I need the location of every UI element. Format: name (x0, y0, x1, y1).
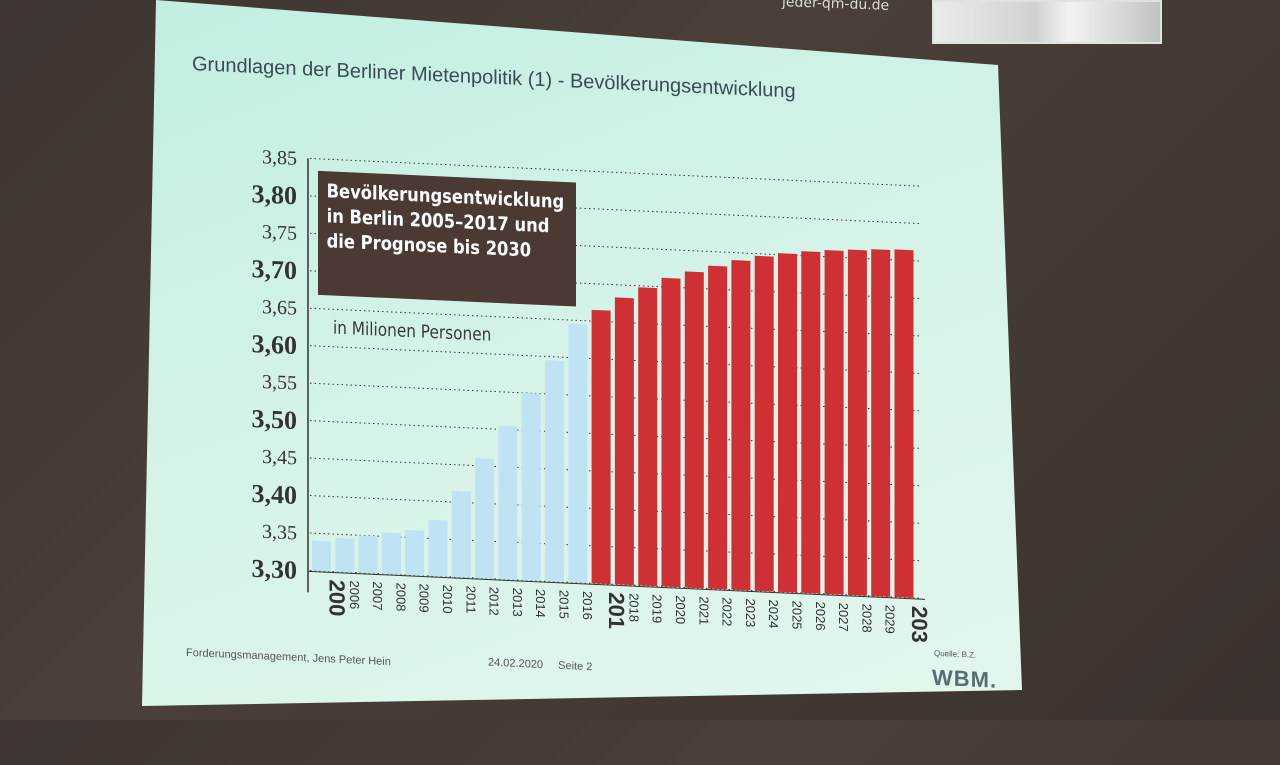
x-tick-label: 2014 (533, 589, 548, 619)
y-tick-label: 3,40 (252, 479, 297, 510)
bar-2028 (847, 249, 867, 596)
bar-2027 (824, 249, 844, 595)
x-tick-label: 2026 (813, 601, 828, 631)
footer-date: 24.02.2020 (488, 656, 544, 672)
window-photo (932, 0, 1162, 44)
x-tick-label: 201 (604, 592, 629, 630)
x-tick-label: 2008 (393, 582, 408, 612)
x-tick-label: 2022 (720, 597, 735, 627)
bar-2006 (335, 537, 355, 573)
bar-2016 (568, 323, 588, 584)
x-tick-label: 2012 (487, 586, 502, 616)
bar-2017 (591, 309, 611, 585)
y-tick-label: 3,30 (252, 554, 297, 585)
bar-2025 (778, 253, 797, 593)
x-tick-label: 2025 (790, 600, 805, 630)
bar-2015 (545, 360, 564, 582)
x-tick-label: 2024 (766, 599, 781, 629)
projected-slide: Grundlagen der Berliner Mietenpolitik (1… (142, 0, 1022, 706)
x-tick-label: 200 (325, 579, 350, 617)
bar-2011 (451, 490, 471, 578)
x-tick-label: 2007 (370, 581, 385, 611)
x-tick-label: 2010 (440, 584, 455, 614)
bar-2019 (638, 287, 658, 587)
x-tick-label: 2006 (347, 580, 362, 610)
bar-2014 (521, 392, 541, 581)
y-tick-label: 3,70 (252, 254, 297, 285)
bar-2020 (661, 277, 681, 588)
y-tick-label: 3,55 (262, 371, 297, 395)
chart-headline-box: Bevölkerungsentwicklung in Berlin 2005–2… (318, 170, 576, 307)
bar-2013 (498, 425, 518, 580)
y-tick-label: 3,65 (262, 296, 297, 320)
bar-2010 (428, 519, 448, 577)
bar-2024 (754, 255, 774, 592)
footer-page: Seite 2 (558, 659, 593, 674)
y-tick-label: 3,85 (262, 146, 297, 170)
bar-2008 (381, 532, 401, 575)
y-tick-label: 3,35 (262, 521, 297, 545)
x-tick-label: 2013 (510, 588, 525, 618)
bar-2023 (731, 259, 751, 591)
y-tick-label: 3,50 (252, 404, 297, 435)
x-tick-label: 2016 (580, 591, 595, 621)
bar-2009 (405, 529, 425, 576)
y-tick-label: 3,75 (262, 221, 297, 245)
x-tick-label: 2018 (626, 593, 641, 623)
bar-2007 (358, 535, 378, 574)
bar-2018 (614, 297, 634, 586)
y-axis-ticks: 3,30 3,35 3,40 3,45 3,50 3,55 3,60 3,65 3,70 3,75… (252, 146, 297, 585)
y-tick-label: 3,45 (262, 446, 297, 470)
x-tick-label: 2023 (743, 598, 758, 628)
x-axis-line (308, 570, 925, 600)
x-tick-label: 2015 (557, 590, 572, 620)
bar-2022 (708, 265, 728, 590)
x-tick-label: 2020 (673, 595, 688, 625)
x-tick-label: 203 (907, 606, 932, 644)
bar-2030 (894, 249, 914, 598)
y-tick-label: 3,80 (252, 179, 297, 210)
x-tick-label: 2019 (650, 594, 665, 624)
x-tick-label: 2009 (417, 583, 432, 613)
room-url-text: jeder-qm-du.de (781, 0, 890, 14)
y-tick-label: 3,60 (252, 329, 297, 360)
bar-2005 (312, 540, 331, 572)
chart-source: Quelle: B.Z. (934, 648, 977, 660)
bar-2029 (871, 249, 891, 597)
bar-2026 (801, 251, 821, 594)
x-tick-label: 2027 (836, 602, 851, 632)
x-tick-label: 2029 (883, 604, 898, 634)
bar-2012 (475, 458, 495, 579)
wbm-logo: WBM. (932, 664, 998, 693)
x-tick-label: 2011 (463, 585, 478, 614)
x-tick-label: 2028 (859, 603, 874, 633)
chart-bars (312, 249, 914, 598)
x-tick-label: 2021 (696, 596, 711, 626)
bar-2021 (684, 271, 704, 589)
chart-grid (308, 157, 925, 600)
